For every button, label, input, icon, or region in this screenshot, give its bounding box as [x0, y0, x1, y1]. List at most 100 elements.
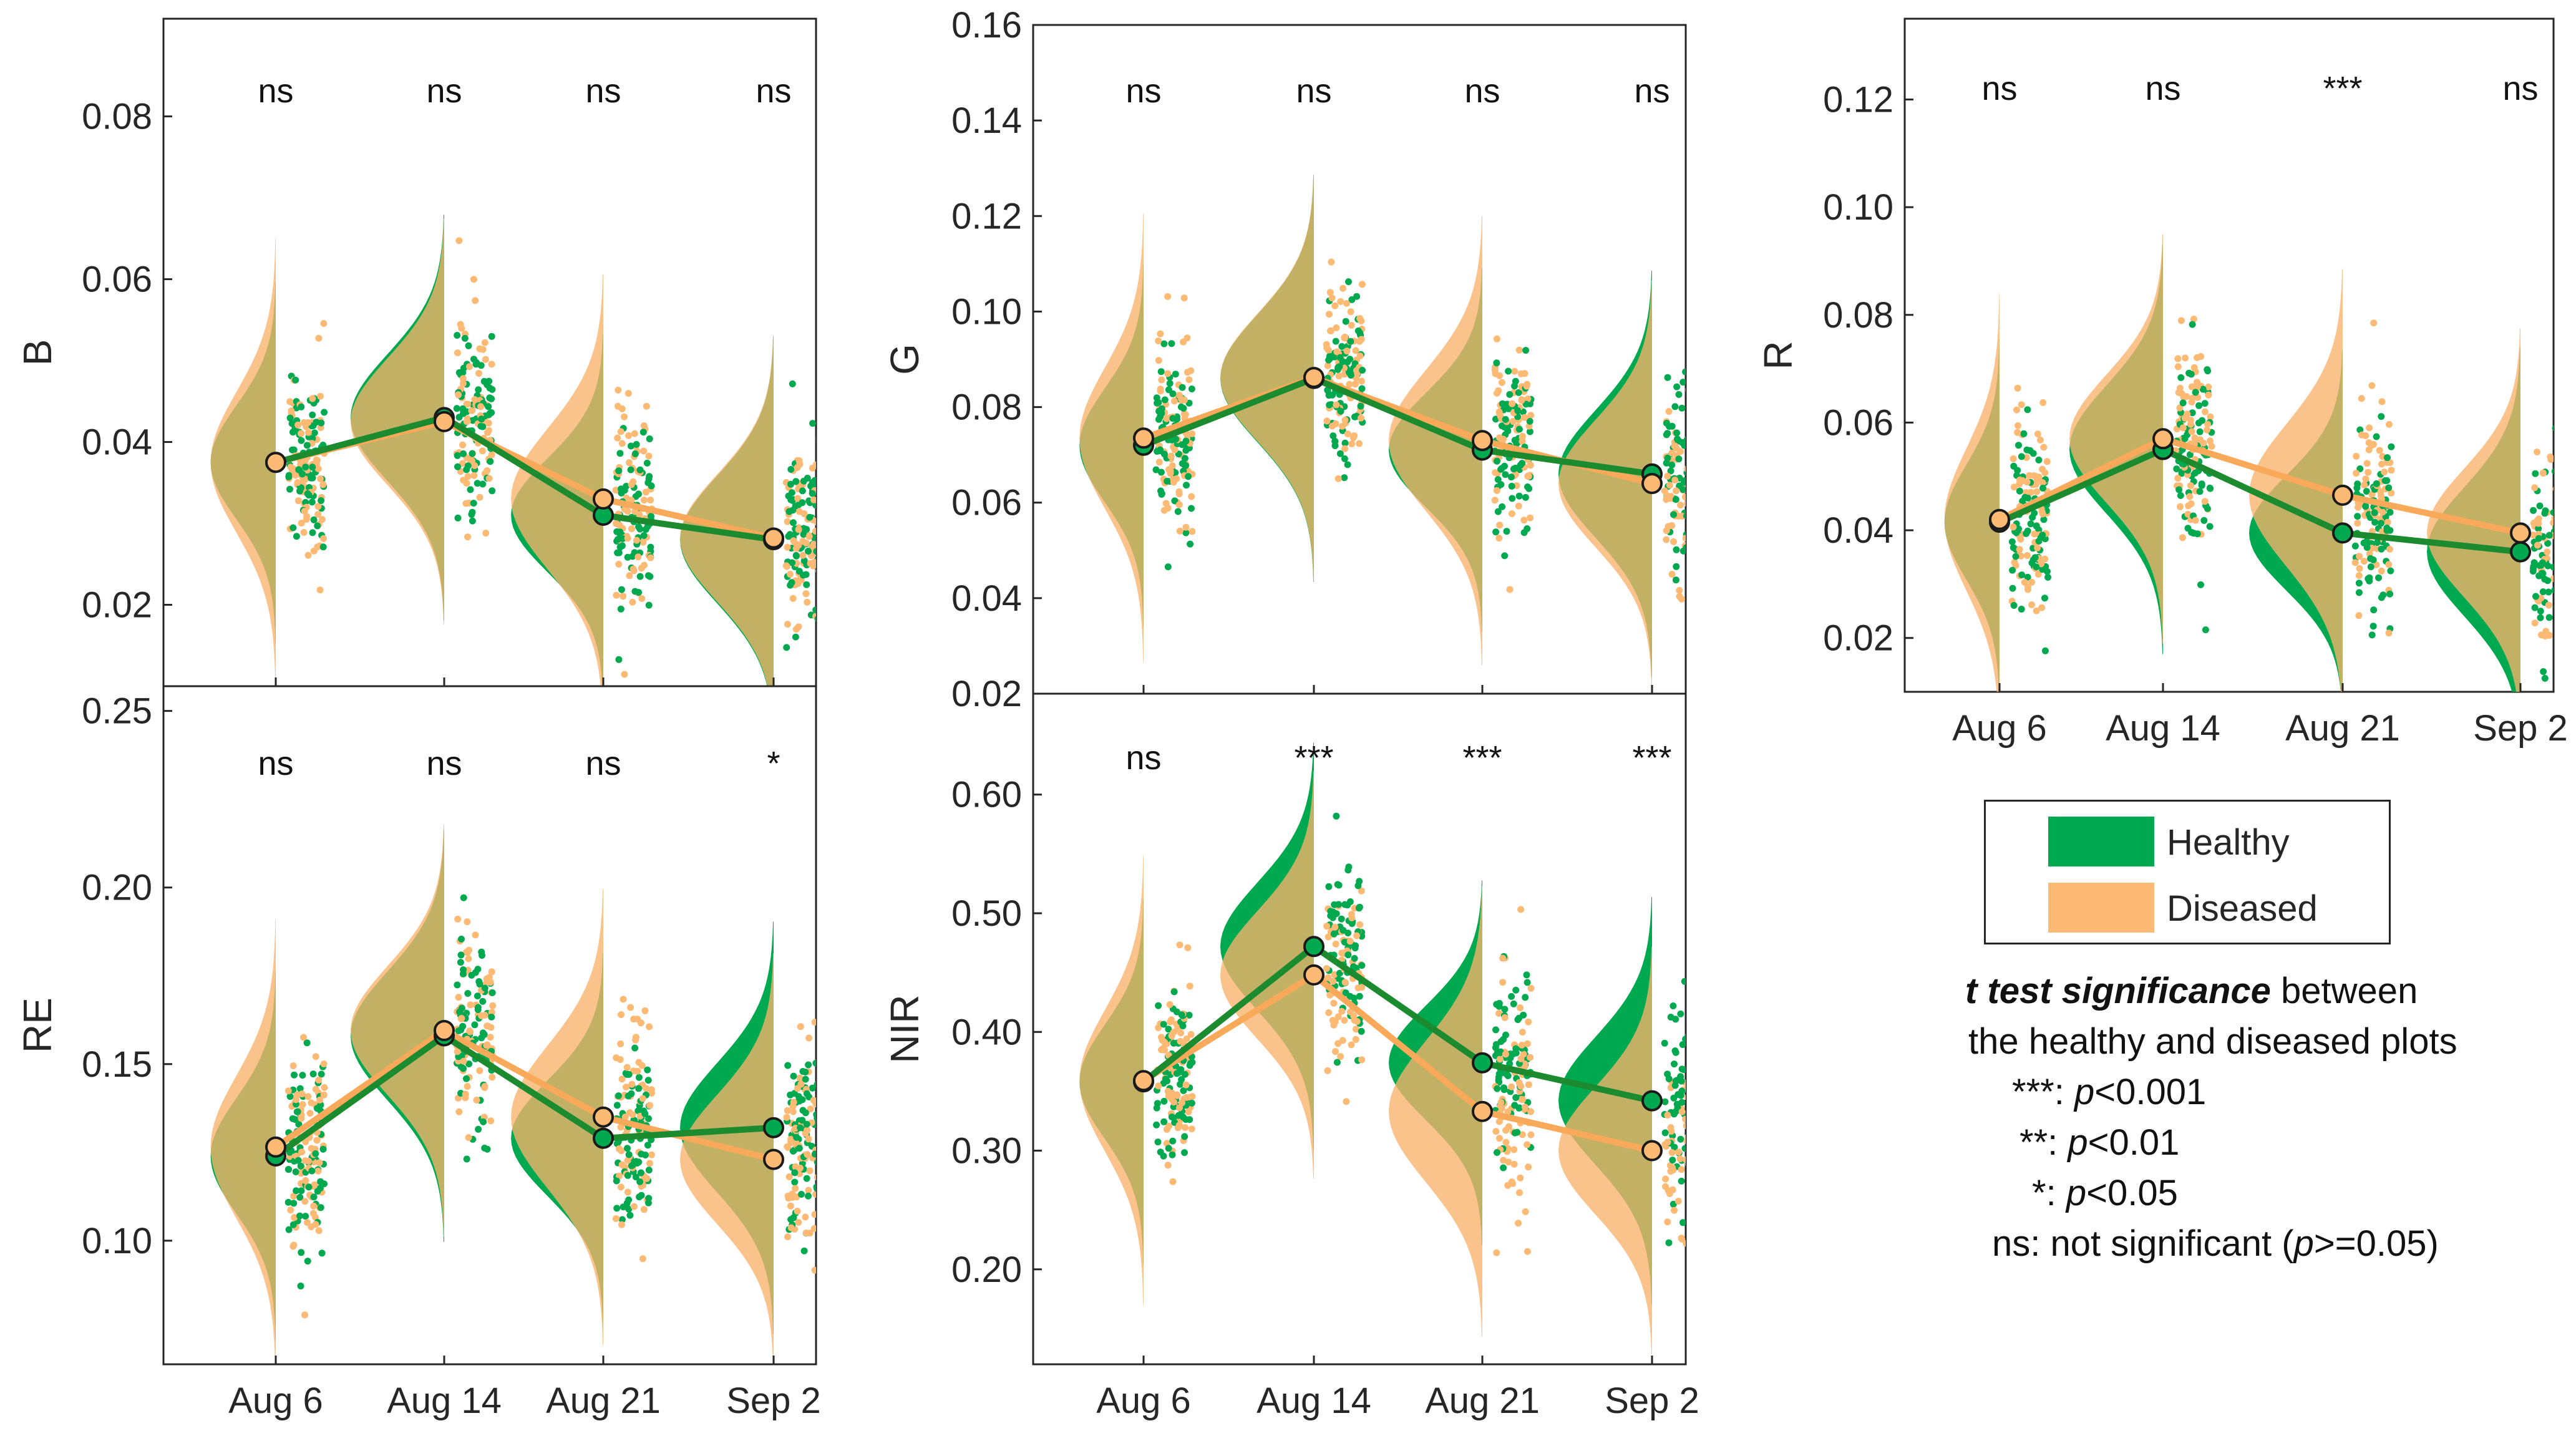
point-diseased: [2384, 518, 2391, 526]
scatter-points: [1323, 812, 1366, 1105]
point-diseased: [2194, 354, 2201, 361]
point-healthy: [813, 1183, 816, 1191]
point-healthy: [809, 490, 816, 497]
point-healthy: [2009, 566, 2016, 574]
point-diseased: [294, 497, 302, 505]
point-healthy: [1677, 1073, 1684, 1080]
point-healthy: [1177, 1080, 1184, 1088]
point-healthy: [1689, 460, 1696, 467]
y-axis-title: RE: [15, 997, 60, 1053]
point-diseased: [1339, 422, 1346, 430]
point-healthy: [474, 1004, 482, 1011]
violin-diseased: [210, 919, 276, 1364]
significance-label: ns: [1464, 72, 1500, 110]
point-diseased: [2037, 436, 2044, 444]
point-healthy: [1180, 405, 1187, 412]
point-diseased: [1356, 440, 1363, 447]
point-healthy: [1157, 446, 1164, 454]
point-diseased: [287, 1206, 294, 1214]
point-diseased: [479, 447, 486, 455]
point-diseased: [1331, 302, 1339, 309]
point-healthy: [465, 1060, 473, 1067]
point-diseased: [817, 1166, 824, 1173]
point-healthy: [646, 473, 653, 480]
point-healthy: [1349, 963, 1357, 971]
point-healthy: [1334, 366, 1341, 373]
point-healthy: [633, 440, 640, 448]
point-diseased: [482, 356, 489, 363]
y-tick-label: 0.10: [82, 1221, 152, 1261]
point-healthy: [484, 381, 491, 389]
point-healthy: [789, 519, 797, 527]
point-healthy: [1679, 1219, 1686, 1226]
point-healthy: [298, 1187, 305, 1195]
point-diseased: [628, 525, 635, 533]
violin-diseased: [511, 889, 603, 1345]
point-diseased: [786, 571, 794, 578]
point-healthy: [308, 498, 316, 506]
point-healthy: [1511, 1102, 1519, 1109]
point-diseased: [618, 1221, 625, 1228]
point-healthy: [812, 606, 816, 614]
point-healthy: [1524, 525, 1531, 532]
point-diseased: [1347, 308, 1354, 316]
point-healthy: [1499, 503, 1506, 510]
point-healthy: [1510, 1000, 1517, 1007]
point-diseased: [2192, 517, 2199, 524]
point-healthy: [2018, 453, 2025, 460]
point-diseased: [1692, 1117, 1699, 1124]
point-diseased: [792, 1185, 799, 1192]
point-diseased: [613, 591, 620, 599]
point-healthy: [1696, 512, 1703, 518]
point-diseased: [633, 536, 640, 544]
point-diseased: [1669, 1164, 1676, 1172]
point-diseased: [1508, 510, 1515, 517]
point-diseased: [613, 1054, 620, 1062]
point-diseased: [298, 430, 305, 437]
point-diseased: [815, 569, 816, 573]
point-diseased: [1188, 1125, 1195, 1133]
violin-diseased: [2427, 328, 2520, 692]
point-diseased: [310, 1202, 318, 1210]
point-diseased: [294, 421, 302, 429]
point-healthy: [299, 1072, 306, 1079]
point-diseased: [2370, 319, 2378, 327]
point-diseased: [302, 1177, 309, 1184]
point-healthy: [2195, 402, 2203, 409]
point-healthy: [1694, 563, 1701, 570]
point-diseased: [1509, 418, 1517, 425]
point-healthy: [1665, 1075, 1673, 1082]
point-diseased: [1346, 381, 1353, 388]
point-diseased: [634, 553, 642, 561]
point-diseased: [1685, 1138, 1686, 1142]
point-diseased: [1521, 414, 1529, 421]
point-healthy: [645, 1115, 652, 1122]
point-diseased: [620, 996, 627, 1003]
point-healthy: [1168, 1114, 1175, 1120]
point-healthy: [1327, 908, 1334, 915]
point-diseased: [2208, 443, 2215, 450]
point-diseased: [290, 1241, 298, 1249]
point-healthy: [1345, 278, 1352, 286]
point-diseased: [2351, 559, 2359, 566]
point-diseased: [1676, 1155, 1684, 1163]
point-diseased: [1689, 495, 1696, 502]
point-healthy: [2557, 505, 2564, 512]
plot-area: [210, 824, 824, 1364]
point-healthy: [485, 403, 492, 410]
point-diseased: [464, 473, 472, 480]
point-diseased: [487, 1117, 495, 1125]
point-healthy: [800, 531, 807, 538]
point-diseased: [2023, 478, 2031, 486]
point-diseased: [1324, 346, 1332, 354]
point-diseased: [812, 461, 816, 468]
point-diseased: [1525, 472, 1532, 480]
point-diseased: [2028, 601, 2035, 608]
sig-code: **:: [2019, 1122, 2058, 1163]
point-healthy: [646, 573, 654, 580]
point-diseased: [1175, 501, 1183, 508]
point-healthy: [1661, 1039, 1668, 1047]
point-healthy: [2362, 503, 2369, 510]
